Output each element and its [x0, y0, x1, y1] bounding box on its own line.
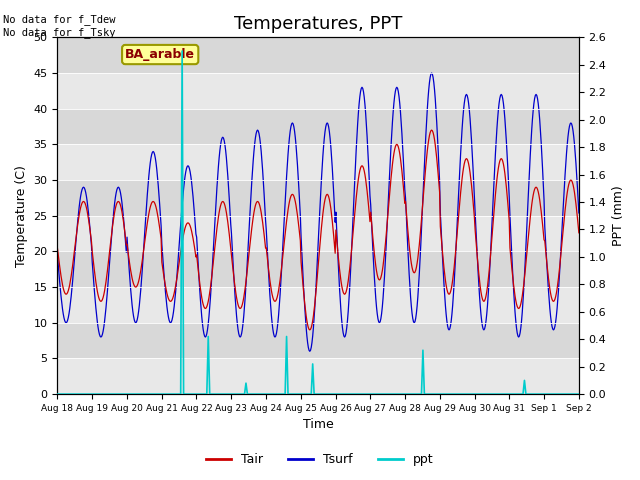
Text: BA_arable: BA_arable	[125, 48, 195, 61]
Bar	[58, 359, 579, 394]
Legend: Tair, Tsurf, ppt: Tair, Tsurf, ppt	[202, 448, 438, 471]
Bar	[58, 180, 579, 216]
Bar	[58, 287, 579, 323]
Bar	[58, 216, 579, 252]
Bar	[58, 323, 579, 359]
Bar	[58, 37, 579, 73]
Bar	[58, 144, 579, 180]
Y-axis label: PPT (mm): PPT (mm)	[612, 185, 625, 246]
Y-axis label: Temperature (C): Temperature (C)	[15, 165, 28, 267]
Bar	[58, 73, 579, 108]
X-axis label: Time: Time	[303, 419, 333, 432]
Text: No data for f_Tdew
No data for f_Tsky: No data for f_Tdew No data for f_Tsky	[3, 14, 116, 38]
Bar	[58, 108, 579, 144]
Bar	[58, 252, 579, 287]
Title: Temperatures, PPT: Temperatures, PPT	[234, 15, 403, 33]
